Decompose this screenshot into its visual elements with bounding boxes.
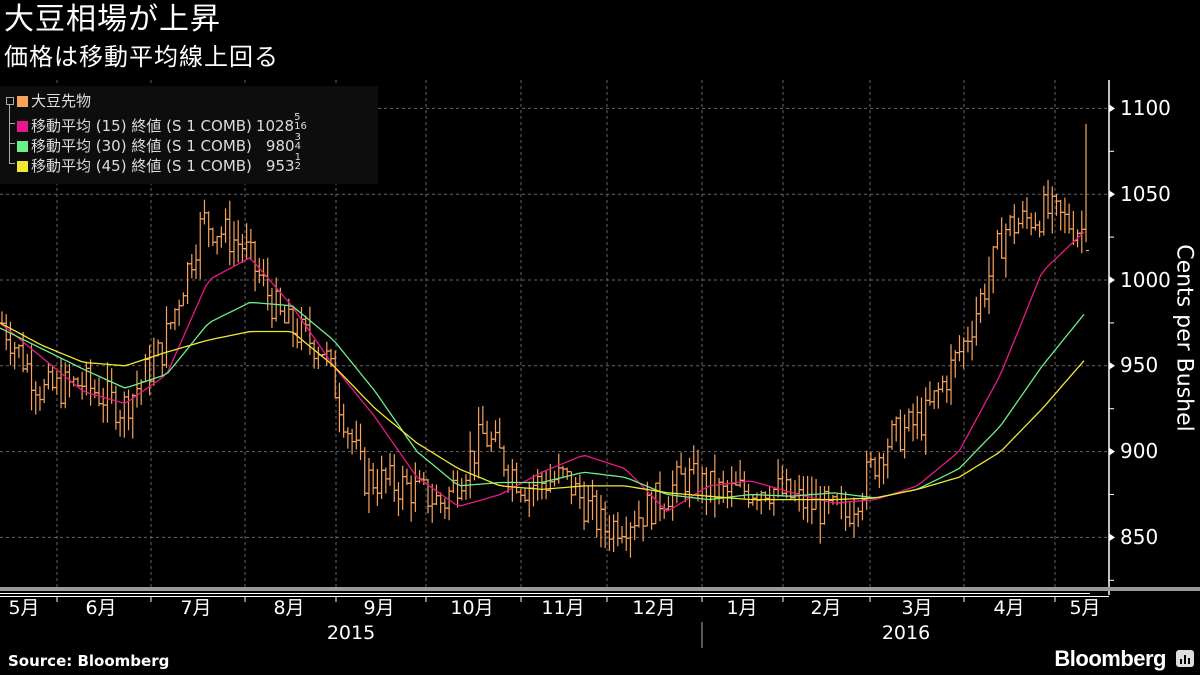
legend-value: 980 (265, 137, 295, 155)
legend-tree-branch (9, 143, 15, 144)
legend-tree-branch (9, 163, 15, 164)
legend-value: 1028 (255, 117, 295, 135)
moving-average-lines (0, 231, 1085, 512)
x-tick-may-2015: 5月 (8, 597, 40, 619)
price-bars (0, 123, 1089, 558)
year-label-2015: 2015 (326, 622, 376, 644)
axes (0, 80, 1200, 648)
y-tick-1000: 1000 (1120, 268, 1171, 292)
green-swatch-icon (17, 141, 28, 152)
x-tick-nov: 11月 (541, 597, 585, 619)
bloomberg-chart-icon (1176, 650, 1194, 667)
y-tick-1050: 1050 (1120, 182, 1171, 206)
x-tick-oct: 10月 (450, 597, 494, 619)
legend-item-ma30[interactable]: 移動平均 (30) 終値 (S 1 COMB) 9803 4 (17, 132, 301, 155)
legend (0, 86, 378, 184)
orange-swatch-icon (17, 96, 28, 107)
y-tick-850: 850 (1120, 525, 1159, 549)
collapse-toggle-icon[interactable] (6, 97, 14, 105)
y-tick-900: 900 (1120, 439, 1159, 463)
chart-subtitle: 価格は移動平均線上回る (4, 43, 279, 71)
y-tick-950: 950 (1120, 353, 1159, 377)
legend-value: 953 (265, 157, 295, 175)
grid-lines (0, 80, 1109, 588)
x-tick-mar: 3月 (901, 597, 933, 619)
x-tick-apr: 4月 (993, 597, 1025, 619)
legend-label: 移動平均 (15) 終値 (S 1 COMB) (31, 117, 252, 135)
legend-label: 移動平均 (30) 終値 (S 1 COMB) (31, 137, 252, 155)
legend-item-ma15[interactable]: 移動平均 (15) 終値 (S 1 COMB) 10285 16 (17, 112, 307, 135)
year-label-2016: 2016 (881, 622, 931, 644)
x-tick-dec: 12月 (632, 597, 676, 619)
yellow-swatch-icon (17, 161, 28, 172)
y-axis-label: Cents per Bushel (1171, 244, 1197, 432)
legend-label: 大豆先物 (31, 92, 92, 110)
magenta-swatch-icon (17, 121, 28, 132)
legend-item-ma45[interactable]: 移動平均 (45) 終値 (S 1 COMB) 9531 2 (17, 152, 301, 175)
x-tick-jun: 6月 (85, 597, 117, 619)
legend-tree-branch (9, 123, 15, 124)
y-tick-1100: 1100 (1120, 96, 1171, 120)
legend-tree-line (9, 104, 10, 164)
source-note: Source: Bloomberg (8, 652, 170, 670)
bloomberg-logo: Bloomberg (1054, 646, 1166, 671)
x-tick-may-2016: 5月 (1069, 597, 1101, 619)
chart-title: 大豆相場が上昇 (4, 2, 221, 37)
x-tick-jan: 1月 (726, 597, 758, 619)
legend-fraction: 5 16 (294, 112, 307, 132)
x-tick-jul: 7月 (180, 597, 212, 619)
legend-item-soybean-futures[interactable]: 大豆先物 (17, 91, 91, 111)
x-tick-sep: 9月 (363, 597, 395, 619)
x-tick-feb: 2月 (810, 597, 842, 619)
x-tick-aug: 8月 (273, 597, 305, 619)
legend-label: 移動平均 (45) 終値 (S 1 COMB) (31, 157, 252, 175)
